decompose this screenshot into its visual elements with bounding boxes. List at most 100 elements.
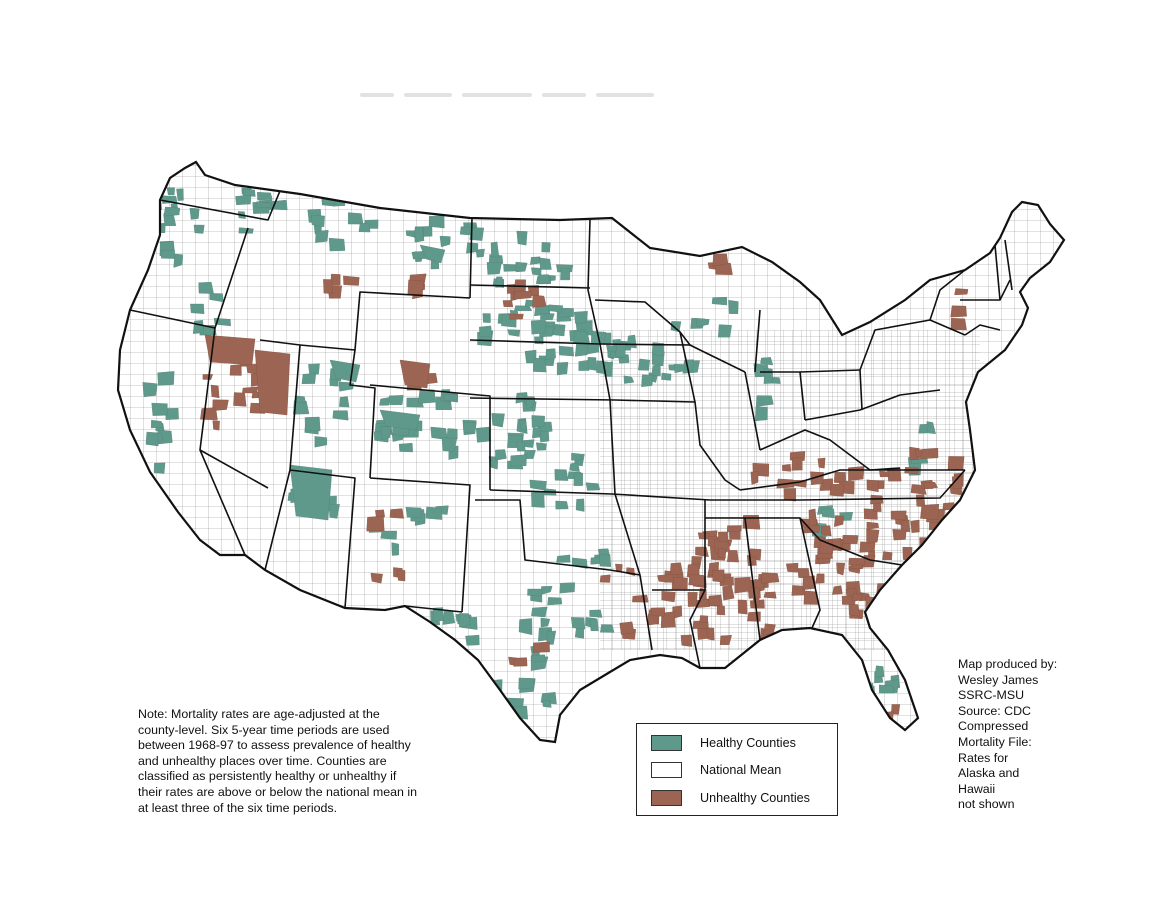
healthy-county-patch xyxy=(661,372,672,381)
healthy-county-patch xyxy=(518,677,535,690)
credit-line: not shown xyxy=(958,797,1015,812)
healthy-county-patch xyxy=(536,442,547,451)
note-line: and unhealthy places over time. Counties… xyxy=(138,753,387,768)
healthy-county-patch xyxy=(879,684,895,694)
healthy-county-patch xyxy=(442,611,456,625)
unhealthy-county-patch xyxy=(669,562,684,576)
healthy-county-patch xyxy=(540,313,555,321)
unhealthy-county-patch xyxy=(848,557,865,566)
healthy-county-patch xyxy=(571,452,583,461)
unhealthy-county-patch xyxy=(950,318,967,331)
credit-line: Source: CDC xyxy=(958,703,1031,718)
healthy-county-patch xyxy=(490,241,500,258)
unhealthy-county-patch xyxy=(212,399,229,412)
healthy-county-patch xyxy=(198,281,214,294)
unhealthy-county-patch xyxy=(366,515,385,532)
legend-swatch-national-mean xyxy=(651,762,682,778)
unhealthy-county-patch xyxy=(202,374,214,380)
unhealthy-county-patch xyxy=(916,494,926,507)
healthy-county-patch xyxy=(600,624,615,633)
healthy-county-patch xyxy=(257,191,273,201)
credit-line: Alaska and xyxy=(958,766,1020,781)
healthy-county-patch xyxy=(165,408,179,420)
unhealthy-county-patch xyxy=(746,555,757,567)
unhealthy-county-patch xyxy=(782,464,792,472)
unhealthy-county-patch xyxy=(650,607,666,617)
healthy-county-patch xyxy=(760,357,774,366)
healthy-county-patch xyxy=(559,307,574,318)
healthy-county-patch xyxy=(651,364,661,377)
unhealthy-county-patch xyxy=(737,599,748,615)
healthy-county-patch xyxy=(441,437,458,453)
healthy-county-patch xyxy=(391,542,400,556)
healthy-county-patch xyxy=(530,654,546,663)
healthy-county-patch xyxy=(475,426,491,443)
healthy-county-patch xyxy=(531,491,545,508)
healthy-county-patch xyxy=(193,224,205,234)
unhealthy-county-patch xyxy=(727,550,739,563)
healthy-county-patch xyxy=(589,609,603,618)
healthy-county-patch xyxy=(443,394,458,401)
unhealthy-county-patch xyxy=(722,585,735,601)
healthy-county-patch xyxy=(339,396,350,408)
faded-title-remnant xyxy=(360,88,700,102)
unhealthy-county-patch xyxy=(718,531,729,543)
unhealthy-county-patch xyxy=(832,585,843,595)
legend-swatch-unhealthy xyxy=(651,790,682,806)
unhealthy-county-patch xyxy=(866,521,879,530)
unhealthy-county-patch xyxy=(817,457,826,469)
unhealthy-county-patch xyxy=(706,627,715,641)
unhealthy-county-patch xyxy=(661,591,676,603)
unhealthy-county-patch xyxy=(370,572,383,584)
healthy-county-patch xyxy=(652,342,665,357)
unhealthy-county-patch xyxy=(680,634,693,647)
healthy-county-patch xyxy=(242,189,256,197)
unhealthy-county-patch xyxy=(866,479,879,493)
healthy-county-patch xyxy=(289,464,333,521)
healthy-county-patch xyxy=(388,395,404,406)
unhealthy-county-patch xyxy=(879,470,889,478)
healthy-county-patch xyxy=(527,588,543,597)
healthy-county-patch xyxy=(463,421,477,434)
healthy-county-patch xyxy=(821,508,835,519)
legend-item-unhealthy: Unhealthy Counties xyxy=(651,789,810,807)
unhealthy-county-patch xyxy=(950,305,967,318)
healthy-county-patch xyxy=(358,222,371,233)
note-line: county-level. Six 5-year time periods ar… xyxy=(138,722,390,737)
unhealthy-county-patch xyxy=(687,592,698,607)
healthy-county-patch xyxy=(556,554,571,563)
unhealthy-county-patch xyxy=(502,300,514,308)
unhealthy-county-patch xyxy=(323,279,333,294)
healthy-county-patch xyxy=(439,235,451,248)
unhealthy-county-patch xyxy=(815,573,825,584)
credit-line: Mortality File: xyxy=(958,734,1032,749)
unhealthy-county-patch xyxy=(807,524,820,533)
healthy-county-patch xyxy=(428,215,445,229)
unhealthy-county-patch xyxy=(920,504,939,520)
healthy-county-patch xyxy=(874,665,885,678)
healthy-county-patch xyxy=(556,362,569,376)
healthy-county-patch xyxy=(465,634,480,646)
legend-label-unhealthy: Unhealthy Counties xyxy=(700,791,810,805)
healthy-county-patch xyxy=(573,331,590,345)
healthy-county-patch xyxy=(495,449,507,461)
healthy-county-patch xyxy=(301,373,317,384)
unhealthy-county-patch xyxy=(599,574,611,583)
credit-line: SSRC-MSU xyxy=(958,688,1025,703)
unhealthy-county-patch xyxy=(615,563,623,572)
healthy-county-patch xyxy=(151,402,168,416)
unhealthy-county-patch xyxy=(712,253,729,267)
unhealthy-county-patch xyxy=(763,591,777,599)
healthy-county-patch xyxy=(585,482,601,491)
unhealthy-county-patch xyxy=(695,546,709,558)
unhealthy-county-patch xyxy=(761,572,780,584)
healthy-county-patch xyxy=(606,344,617,352)
healthy-county-patch xyxy=(328,504,340,519)
unhealthy-county-patch xyxy=(671,577,688,590)
healthy-county-patch xyxy=(641,374,654,387)
healthy-county-patch xyxy=(516,230,528,246)
healthy-county-patch xyxy=(482,313,491,323)
unhealthy-county-patch xyxy=(785,562,799,573)
healthy-county-patch xyxy=(163,206,181,217)
